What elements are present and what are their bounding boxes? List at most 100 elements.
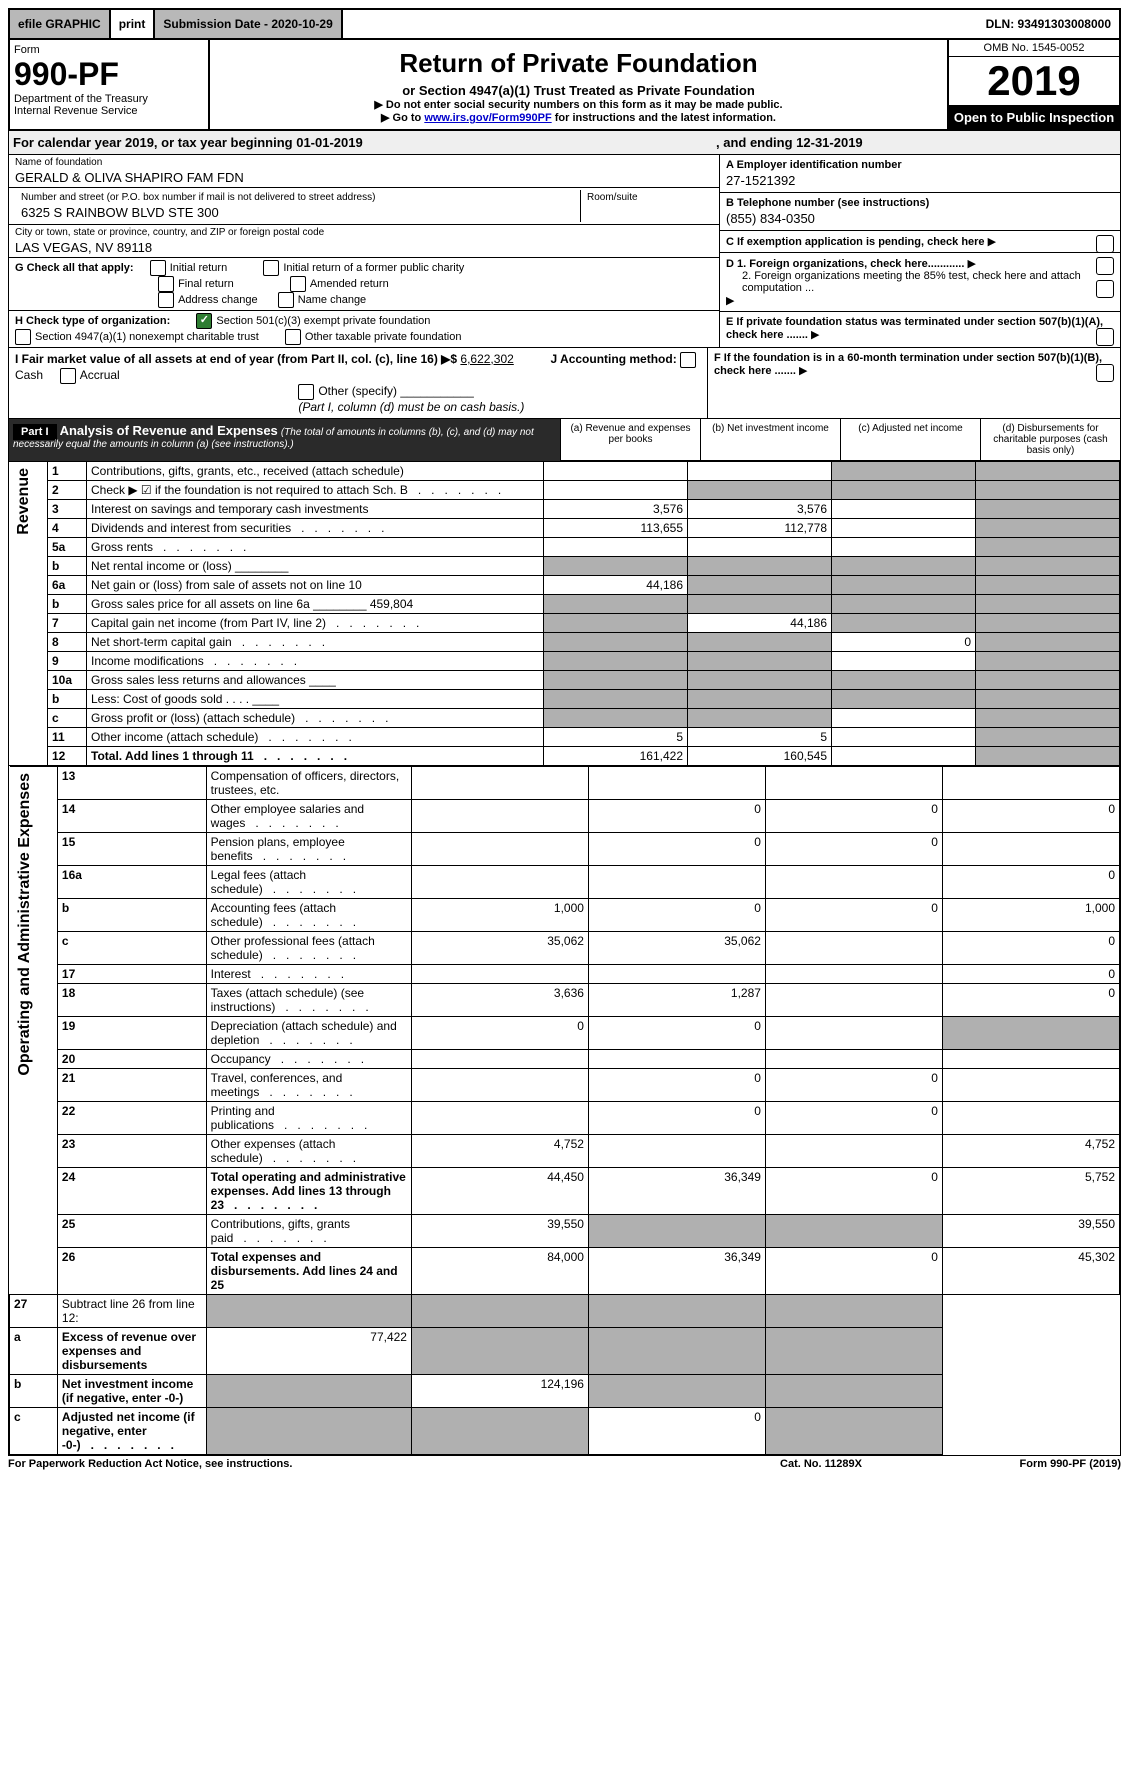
amended-return-check[interactable] bbox=[290, 276, 306, 292]
efile-label: efile GRAPHIC bbox=[10, 10, 111, 38]
row-label: Contributions, gifts, grants paid bbox=[206, 1215, 411, 1248]
cell-col-c: 0 bbox=[765, 1102, 942, 1135]
cell-col-c bbox=[765, 965, 942, 984]
table-row: 12Total. Add lines 1 through 11161,42216… bbox=[9, 747, 1120, 766]
accrual-check[interactable] bbox=[60, 368, 76, 384]
cell-col-b: 0 bbox=[588, 833, 765, 866]
ein-value: 27-1521392 bbox=[726, 171, 1114, 188]
row-number: a bbox=[10, 1328, 58, 1375]
cell-col-d bbox=[942, 833, 1119, 866]
cell-col-c bbox=[832, 500, 976, 519]
table-row: 14Other employee salaries and wages000 bbox=[10, 800, 1120, 833]
cash-check[interactable] bbox=[680, 352, 696, 368]
row-number: b bbox=[57, 899, 206, 932]
cell-col-c bbox=[832, 481, 976, 500]
cell-col-a bbox=[411, 1069, 588, 1102]
row-label: Gross sales price for all assets on line… bbox=[87, 595, 544, 614]
row-label: Compensation of officers, directors, tru… bbox=[206, 767, 411, 800]
cell-col-d bbox=[976, 728, 1120, 747]
table-row: 24Total operating and administrative exp… bbox=[10, 1168, 1120, 1215]
d1-checkbox[interactable] bbox=[1096, 257, 1114, 275]
cell-col-c bbox=[832, 519, 976, 538]
cell-col-c bbox=[832, 538, 976, 557]
part-i-title: Analysis of Revenue and Expenses bbox=[60, 423, 278, 438]
cell-col-d bbox=[942, 1050, 1119, 1069]
cell-col-c bbox=[588, 1375, 765, 1408]
cell-col-c bbox=[832, 728, 976, 747]
cell-col-d: 0 bbox=[942, 932, 1119, 965]
row-number: 11 bbox=[48, 728, 87, 747]
address-change-check[interactable] bbox=[158, 292, 174, 308]
table-row: 6aNet gain or (loss) from sale of assets… bbox=[9, 576, 1120, 595]
cell-col-d bbox=[976, 462, 1120, 481]
row-label: Total. Add lines 1 through 11 bbox=[87, 747, 544, 766]
row-number: 25 bbox=[57, 1215, 206, 1248]
other-taxable-check[interactable] bbox=[285, 329, 301, 345]
form-url-link[interactable]: www.irs.gov/Form990PF bbox=[424, 112, 551, 124]
footer-left: For Paperwork Reduction Act Notice, see … bbox=[8, 1458, 721, 1470]
cell-col-a: 0 bbox=[411, 1017, 588, 1050]
cell-col-d bbox=[976, 481, 1120, 500]
header-left: Form 990-PF Department of the Treasury I… bbox=[10, 40, 210, 129]
final-return-check[interactable] bbox=[158, 276, 174, 292]
4947-check[interactable] bbox=[15, 329, 31, 345]
table-row: 9Income modifications bbox=[9, 652, 1120, 671]
address: 6325 S RAINBOW BLVD STE 300 bbox=[21, 203, 574, 220]
other-specify-check[interactable] bbox=[298, 384, 314, 400]
cell-col-c: 0 bbox=[765, 899, 942, 932]
cell-col-d bbox=[976, 519, 1120, 538]
ein-label: A Employer identification number bbox=[726, 159, 1114, 171]
cell-col-c: 0 bbox=[832, 633, 976, 652]
row-number: c bbox=[48, 709, 87, 728]
501c3-check[interactable] bbox=[196, 313, 212, 329]
cell-col-d bbox=[976, 690, 1120, 709]
cell-col-c bbox=[588, 1328, 765, 1375]
cell-col-a: 1,000 bbox=[411, 899, 588, 932]
initial-return-check[interactable] bbox=[150, 260, 166, 276]
f-checkbox[interactable] bbox=[1096, 364, 1114, 382]
cell-col-d bbox=[976, 652, 1120, 671]
row-number: 1 bbox=[48, 462, 87, 481]
row-number: 26 bbox=[57, 1248, 206, 1295]
e-checkbox[interactable] bbox=[1096, 328, 1114, 346]
cell-col-b: 0 bbox=[588, 1102, 765, 1135]
row-label: Check ▶ ☑ if the foundation is not requi… bbox=[87, 481, 544, 500]
row-number: 16a bbox=[57, 866, 206, 899]
cell-col-d bbox=[942, 767, 1119, 800]
cell-col-b bbox=[688, 671, 832, 690]
row-number: 3 bbox=[48, 500, 87, 519]
row-label: Excess of revenue over expenses and disb… bbox=[57, 1328, 206, 1375]
row-label: Other professional fees (attach schedule… bbox=[206, 932, 411, 965]
table-row: bGross sales price for all assets on lin… bbox=[9, 595, 1120, 614]
open-inspection: Open to Public Inspection bbox=[949, 106, 1119, 129]
cell-col-d bbox=[942, 1069, 1119, 1102]
cell-col-b: 0 bbox=[588, 899, 765, 932]
row-label: Legal fees (attach schedule) bbox=[206, 866, 411, 899]
cell-col-a bbox=[411, 866, 588, 899]
name-change-check[interactable] bbox=[278, 292, 294, 308]
cell-col-d: 0 bbox=[942, 984, 1119, 1017]
cell-col-c bbox=[765, 1017, 942, 1050]
cell-col-c: 0 bbox=[765, 1168, 942, 1215]
row-label: Other expenses (attach schedule) bbox=[206, 1135, 411, 1168]
omb-number: OMB No. 1545-0052 bbox=[949, 40, 1119, 57]
initial-return-former-check[interactable] bbox=[263, 260, 279, 276]
cell-col-c bbox=[832, 747, 976, 766]
cell-col-d: 1,000 bbox=[942, 899, 1119, 932]
cell-col-b: 35,062 bbox=[588, 932, 765, 965]
c-checkbox[interactable] bbox=[1096, 235, 1114, 253]
table-row: bNet rental income or (loss) ________ bbox=[9, 557, 1120, 576]
cell-col-a bbox=[544, 538, 688, 557]
note-1: ▶ Do not enter social security numbers o… bbox=[214, 98, 943, 111]
table-row: 19Depreciation (attach schedule) and dep… bbox=[10, 1017, 1120, 1050]
row-label: Interest on savings and temporary cash i… bbox=[87, 500, 544, 519]
d2-checkbox[interactable] bbox=[1096, 280, 1114, 298]
cell-col-a bbox=[544, 709, 688, 728]
cell-col-c bbox=[765, 932, 942, 965]
cell-col-b bbox=[688, 633, 832, 652]
cell-col-c bbox=[832, 576, 976, 595]
cell-col-d bbox=[765, 1408, 942, 1455]
note-2: ▶ Go to www.irs.gov/Form990PF for instru… bbox=[214, 111, 943, 124]
cell-col-d: 45,302 bbox=[942, 1248, 1119, 1295]
print-label[interactable]: print bbox=[111, 10, 156, 38]
